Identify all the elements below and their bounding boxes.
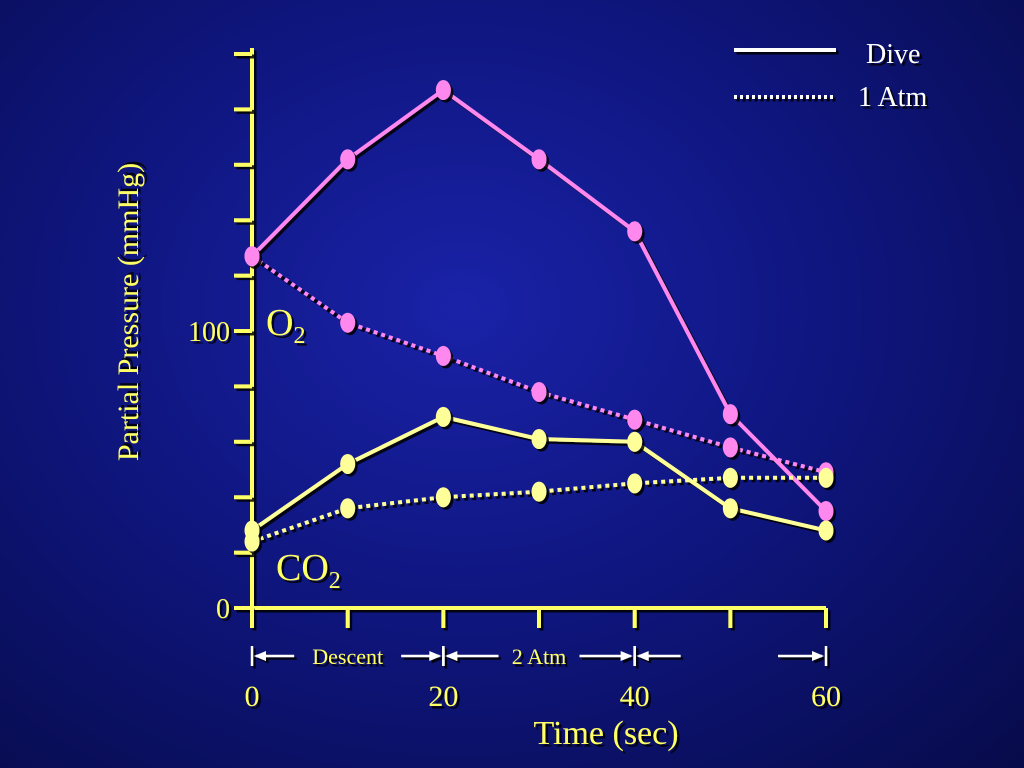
data-point-co2-dive xyxy=(340,453,356,474)
axes xyxy=(250,48,826,610)
legend-label-1atm: 1 Atm xyxy=(858,82,927,113)
data-point-o2-1atm xyxy=(627,409,643,430)
data-point-co2-1atm xyxy=(531,481,547,502)
data-point-co2-dive xyxy=(435,406,451,427)
data-point-o2-dive xyxy=(340,149,356,170)
co2-label-base: CO xyxy=(276,547,329,589)
legend: Dive 1 Atm xyxy=(734,39,927,113)
phase-label: 2 Atm xyxy=(512,644,566,669)
co2-label-sub: 2 xyxy=(329,568,341,594)
data-point-o2-1atm xyxy=(244,246,260,267)
series-points xyxy=(244,80,834,552)
x-tick-label: 0 xyxy=(245,680,260,713)
data-point-o2-1atm xyxy=(722,437,738,458)
legend-label-dive: Dive xyxy=(866,39,920,70)
o2-label: O2 xyxy=(266,302,305,349)
data-point-o2-dive xyxy=(531,149,547,170)
phase-arrow-head xyxy=(812,651,824,661)
data-point-co2-dive xyxy=(722,498,738,519)
data-point-o2-1atm xyxy=(531,381,547,402)
y-tick-label: 0 xyxy=(216,594,230,625)
phase-arrow-head xyxy=(620,651,633,661)
o2-label-sub: 2 xyxy=(293,323,305,349)
x-tick-label: 20 xyxy=(428,680,458,713)
phase-arrows xyxy=(250,646,828,666)
x-tick-label: 60 xyxy=(811,680,841,713)
data-point-co2-1atm xyxy=(722,467,738,488)
data-point-co2-1atm xyxy=(435,487,451,508)
data-point-o2-1atm xyxy=(435,345,451,366)
data-point-co2-1atm xyxy=(244,531,260,552)
phase-labels: Descent 2 Atm xyxy=(312,644,566,669)
phase-arrow-head xyxy=(429,651,442,661)
data-point-co2-dive xyxy=(531,429,547,450)
ticks xyxy=(234,52,828,628)
phase-arrow-head xyxy=(254,651,266,661)
tick-labels: 0 100 0 20 40 60 xyxy=(188,317,841,713)
phase-arrow-head xyxy=(636,651,649,661)
y-axis-label: Partial Pressure (mmHg) xyxy=(112,163,145,461)
data-point-co2-1atm xyxy=(340,498,356,519)
phase-arrow-head xyxy=(445,651,458,661)
data-point-o2-dive xyxy=(818,501,834,522)
data-point-o2-dive xyxy=(627,221,643,242)
x-tick-label: 40 xyxy=(620,680,650,713)
o2-label-base: O xyxy=(266,302,293,344)
phase-label: Descent xyxy=(312,644,383,669)
y-tick-label: 100 xyxy=(188,317,230,348)
co2-label: CO2 xyxy=(276,547,341,594)
data-point-o2-dive xyxy=(435,80,451,101)
data-point-o2-1atm xyxy=(340,312,356,333)
data-point-o2-dive xyxy=(722,404,738,425)
data-point-co2-dive xyxy=(627,431,643,452)
data-point-co2-dive xyxy=(818,520,834,541)
data-point-co2-1atm xyxy=(818,467,834,488)
x-axis-label: Time (sec) xyxy=(533,715,678,752)
data-point-co2-1atm xyxy=(627,473,643,494)
